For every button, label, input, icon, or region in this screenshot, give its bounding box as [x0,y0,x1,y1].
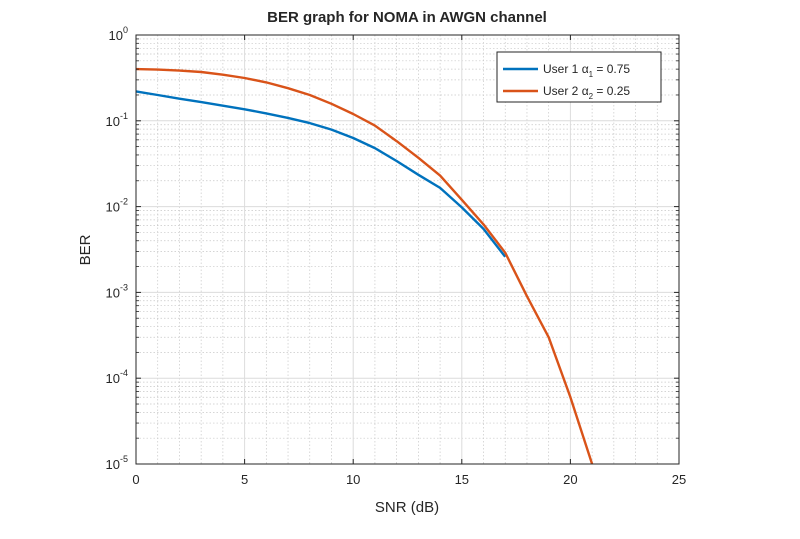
x-axis-label: SNR (dB) [375,499,439,516]
legend-label-user-1: User 1 α1 = 0.75 [543,62,630,79]
x-tick-label: 0 [132,472,139,487]
series-line-user-1 [135,90,507,258]
y-axis-label: BER [77,234,94,265]
legend: User 1 α1 = 0.75 User 2 α2 = 0.25 [496,51,662,103]
y-tick-label: 10-4 [106,368,128,386]
chart-title: BER graph for NOMA in AWGN channel [267,9,547,26]
x-tick-label: 15 [455,472,469,487]
y-tick-label: 10-5 [106,454,128,472]
tick-labels: 0 5 10 15 20 25 10-5 10-4 10-3 10-2 10-1 100 [106,25,687,487]
legend-box [496,51,662,103]
x-tick-label: 25 [672,472,686,487]
y-tick-label: 10-1 [106,111,128,129]
y-tick-label: 100 [109,25,128,43]
y-tick-label: 10-2 [106,197,128,215]
x-tick-label: 10 [346,472,360,487]
series-line-user-2 [135,67,594,465]
series-lines [135,67,594,465]
x-tick-label: 20 [563,472,577,487]
legend-entries: User 1 α1 = 0.75 User 2 α2 = 0.25 [503,62,630,101]
axes [135,34,680,465]
x-tick-label: 5 [241,472,248,487]
legend-label-user-2: User 2 α2 = 0.25 [543,84,630,101]
y-tick-label: 10-3 [106,282,128,300]
axes-box [135,34,680,465]
